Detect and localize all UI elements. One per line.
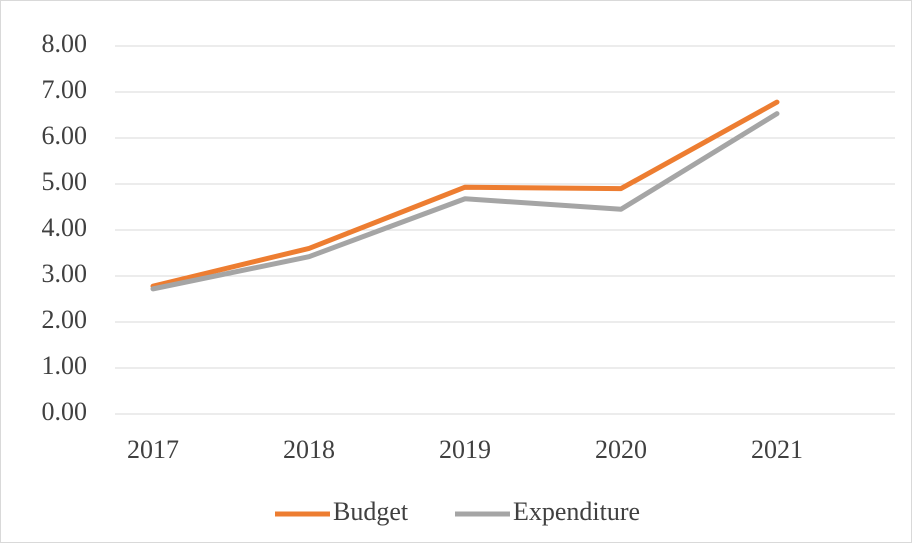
x-tick-label: 2019: [439, 435, 491, 464]
y-tick-label: 8.00: [42, 29, 88, 58]
y-tick-label: 5.00: [42, 167, 88, 196]
series-line: [150, 111, 780, 292]
y-tick-label: 6.00: [42, 121, 88, 150]
x-tick-label: 2017: [127, 435, 179, 464]
legend-label: Budget: [333, 497, 409, 526]
series-line: [150, 99, 780, 289]
x-tick-label: 2018: [283, 435, 335, 464]
y-tick-label: 7.00: [42, 75, 88, 104]
x-tick-label: 2021: [751, 435, 803, 464]
y-tick-label: 1.00: [42, 351, 88, 380]
y-tick-label: 4.00: [42, 213, 88, 242]
legend-label: Expenditure: [513, 497, 640, 526]
y-tick-label: 0.00: [42, 397, 88, 426]
y-tick-label: 2.00: [42, 305, 88, 334]
x-tick-label: 2020: [595, 435, 647, 464]
y-tick-label: 3.00: [42, 259, 88, 288]
